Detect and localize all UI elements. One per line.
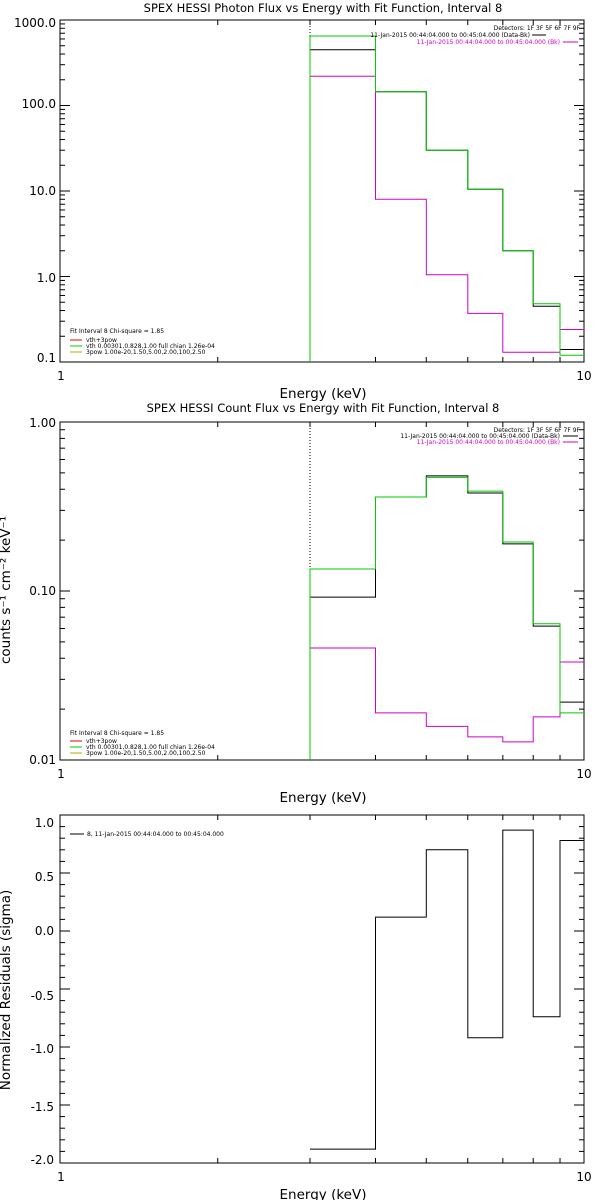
- y-tick-label: 0.10: [29, 584, 56, 598]
- series-green-line: [309, 476, 584, 760]
- residuals-legend: 8, 11-Jan-2015 00:44:04.000 to 00:45:04.…: [70, 831, 224, 838]
- y-axis-label: Normalized Residuals (sigma): [0, 890, 14, 1091]
- y-tick-label: 1000.0: [14, 16, 56, 30]
- y-tick-label: 0.0: [35, 924, 54, 938]
- fit-legend-header: Fit Interval 8 Chi-square = 1.85: [70, 730, 164, 737]
- y-tick-label: 100.0: [22, 97, 56, 111]
- series-black-line: [310, 829, 584, 1150]
- plot-frame: [59, 19, 585, 363]
- legend-entry: 8, 11-Jan-2015 00:44:04.000 to 00:45:04.…: [87, 831, 224, 838]
- fit-legend-header: Fit Interval 8 Chi-square = 1.85: [70, 328, 164, 335]
- axis-ticks: [59, 814, 585, 1164]
- plot-frame: [59, 421, 585, 761]
- x-tick-label: 1: [57, 1170, 65, 1184]
- legend-entry: 3pow 1.00e-20,1.50,5.00,2.00,100,2.50: [86, 750, 206, 757]
- chart-title: SPEX HESSI Photon Flux vs Energy with Fi…: [144, 1, 503, 15]
- detectors-annotation: Detectors: 1F 3F 5F 6F 7F 9F: [494, 25, 581, 32]
- x-tick-label: 10: [576, 767, 591, 781]
- y-tick-label: 0.5: [35, 870, 54, 884]
- bk-annotation: 11-Jan-2015 00:44:04.000 to 00:45:04.000…: [417, 439, 560, 446]
- legend-entry: 3pow 1.00e-20,1.50,5.00,2.00,100,2.50: [86, 349, 206, 356]
- y-tick-label: 10.0: [29, 184, 56, 198]
- axis-ticks: [59, 421, 585, 761]
- x-axis-label: Energy (keV): [280, 386, 367, 402]
- legend-entry: vth+3pow: [86, 738, 117, 745]
- series-layer: [309, 422, 584, 760]
- x-tick-label: 10: [576, 1170, 591, 1184]
- x-axis-label: Energy (keV): [280, 790, 367, 806]
- count-flux-chart: SPEX HESSI Count Flux vs Energy with Fit…: [0, 401, 592, 806]
- data-bk-annotation: 11-Jan-2015 00:44:04.000 to 00:45:04.000…: [400, 433, 560, 440]
- fit-legend: Fit Interval 8 Chi-square = 1.85 vth+3po…: [70, 730, 215, 757]
- y-tick-label: 1.0: [35, 816, 54, 830]
- axis-ticks: [59, 19, 585, 363]
- y-tick-label: 1.00: [29, 416, 56, 430]
- series-layer: [309, 20, 584, 362]
- fit-legend: Fit Interval 8 Chi-square = 1.85 vth+3po…: [70, 328, 215, 356]
- legend-entry: vth 0.00301,0.828,1.00 full chian 1.26e-…: [86, 343, 215, 350]
- data-bk-annotation: 11-Jan-2015 00:44:04.000 to 00:45:04.000…: [370, 32, 530, 39]
- legend-entry: vth 0.00301,0.828,1.00 full chian 1.26e-…: [86, 744, 215, 751]
- photon-flux-chart: SPEX HESSI Photon Flux vs Energy with Fi…: [14, 1, 592, 402]
- bk-annotation: 11-Jan-2015 00:44:04.000 to 00:45:04.000…: [417, 39, 560, 46]
- series-layer: [310, 829, 584, 1150]
- legend-entry: vth+3pow: [86, 337, 117, 344]
- y-axis-label: counts s⁻¹ cm⁻² keV⁻¹: [0, 516, 14, 664]
- y-tick-label: -1.5: [31, 1100, 54, 1114]
- y-tick-label: 1.0: [37, 271, 56, 285]
- series-black-line: [309, 49, 584, 362]
- series-green-line: [309, 35, 584, 362]
- y-tick-label: 0.01: [29, 753, 56, 767]
- series-magenta-line: [309, 647, 584, 760]
- series-magenta-line: [309, 75, 584, 362]
- residuals-chart: 1.0 0.5 0.0 -0.5 -1.0 -1.5 -2.0 1 10 Ene…: [0, 814, 592, 1200]
- x-tick-label: 1: [57, 369, 65, 383]
- x-tick-label: 10: [576, 369, 591, 383]
- x-tick-label: 1: [57, 767, 65, 781]
- chart-title: SPEX HESSI Count Flux vs Energy with Fit…: [147, 401, 500, 415]
- y-tick-label: -0.5: [31, 989, 54, 1003]
- detectors-annotation: Detectors: 1F 3F 5F 6F 7F 9F: [494, 427, 581, 434]
- y-tick-label: 0.1: [37, 351, 56, 365]
- x-axis-label: Energy (keV): [280, 1187, 367, 1200]
- plot-frame: [59, 814, 585, 1164]
- y-tick-label: -2.0: [31, 1153, 54, 1167]
- y-tick-label: -1.0: [31, 1042, 54, 1056]
